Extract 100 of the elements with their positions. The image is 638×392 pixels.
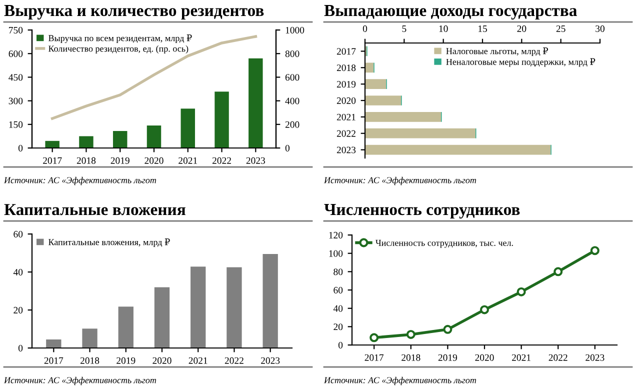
x-tick-label: 2020: [152, 357, 172, 364]
x-tick-label: 2017: [44, 357, 64, 364]
bar: [365, 96, 402, 106]
x-tick-label: 2018: [76, 157, 96, 164]
x-tick-label: 2020: [144, 157, 164, 164]
bar: [79, 136, 94, 148]
point: [516, 287, 526, 296]
y-tick-label: 450: [8, 74, 23, 81]
x-tick-label: 2017: [43, 157, 62, 164]
bar: [118, 306, 134, 348]
bar: [180, 108, 196, 148]
text: Источник: АС «Эффективность льгот: [324, 376, 476, 386]
legend-label: Количество резидентов, ед. (пр. ось): [48, 45, 188, 54]
legend-label: Капитальные вложения, млрд ₽: [48, 238, 170, 248]
x-tick-label: 2018: [402, 354, 420, 361]
x-tick-label: 2023: [261, 357, 280, 364]
x-tick-label: 2019: [110, 157, 130, 164]
y2-tick-label: 1000: [286, 26, 304, 34]
legend-label: Налоговые льготы, млрд ₽: [446, 48, 548, 56]
bar: [214, 92, 229, 148]
y2-tick-label: 600: [285, 74, 300, 81]
x-tick-label: 2019: [438, 354, 458, 361]
y-tick-label: 600: [8, 50, 23, 58]
y-tick-label: 2019: [336, 80, 356, 88]
bar: [365, 79, 386, 89]
text: Источник: АС «Эффективность льгот: [4, 176, 156, 186]
y-tick-label: 2017: [336, 48, 356, 55]
x-tick-label: 2021: [512, 354, 530, 361]
chart-title: Капитальные вложения: [4, 204, 186, 216]
y-tick-label: 2022: [336, 130, 356, 137]
bar: [112, 131, 128, 148]
x-tick-label: 2023: [246, 157, 266, 164]
point: [406, 330, 416, 339]
point: [443, 324, 452, 334]
bar: [146, 126, 162, 148]
y2-tick-label: 0: [285, 144, 290, 152]
x-tick-label: 25: [556, 25, 566, 32]
y-tick-label: 750: [9, 26, 23, 34]
y2-tick-label: 800: [285, 50, 300, 58]
bar: [82, 328, 98, 348]
bar: [45, 140, 60, 148]
y-tick-label: 0: [18, 144, 23, 152]
y-tick-label: 80: [334, 268, 343, 276]
chart-title: Выручка и количество резидентов: [4, 5, 264, 20]
legend-label: Численность сотрудников, тыс. чел.: [376, 240, 513, 248]
line-series: [50, 35, 258, 120]
legend-label: Выручка по всем резидентам, млрд ₽: [48, 34, 192, 44]
y-tick-label: 2023: [336, 146, 356, 154]
x-tick-label: 0: [362, 25, 368, 32]
y-tick-label: 20: [14, 306, 23, 314]
bar: [190, 266, 206, 348]
y-tick-label: 2020: [336, 97, 356, 104]
bar: [365, 144, 551, 155]
bar: [248, 58, 263, 148]
y-tick-label: 2021: [336, 114, 356, 120]
chart-title: Численность сотрудников: [324, 204, 520, 219]
y-tick-label: 40: [13, 268, 23, 276]
x-tick-label: 2019: [116, 357, 136, 364]
x-tick-label: 2021: [178, 157, 198, 164]
point: [480, 305, 490, 314]
y-tick-label: 300: [8, 98, 23, 104]
x-tick-label: 2020: [475, 354, 494, 361]
x-tick-label: 2022: [548, 354, 568, 361]
y-tick-label: 120: [329, 232, 343, 238]
x-tick-label: 2022: [224, 357, 244, 364]
y-tick-label: 60: [334, 286, 343, 294]
x-tick-label: 2022: [212, 157, 231, 164]
y-tick-label: 2018: [336, 64, 356, 72]
text: Источник: АС «Эффективность льгот: [324, 176, 476, 186]
x-tick-label: 2021: [188, 357, 208, 364]
point: [590, 246, 600, 256]
y2-tick-label: 400: [285, 98, 300, 104]
bar: [365, 62, 374, 73]
bar: [226, 267, 242, 348]
x-tick-label: 15: [478, 25, 487, 32]
y-tick-label: 20: [334, 324, 343, 330]
chart-title: Выпадающие доходы государства: [324, 5, 577, 20]
bar: [365, 112, 441, 122]
bar: [365, 128, 476, 138]
bar: [154, 287, 170, 348]
y-tick-label: 100: [329, 250, 343, 257]
bar: [262, 254, 278, 348]
y2-tick-label: 200: [285, 121, 300, 128]
x-tick-label: 2023: [586, 354, 604, 361]
y-tick-label: 40: [333, 305, 343, 312]
point: [370, 333, 379, 342]
y-tick-label: 60: [14, 230, 23, 238]
x-tick-label: 5: [402, 26, 406, 32]
x-tick-label: 10: [439, 25, 448, 32]
y-tick-label: 0: [338, 342, 343, 348]
x-tick-label: 30: [596, 25, 604, 32]
x-tick-label: 2017: [364, 354, 384, 361]
x-tick-label: 20: [517, 25, 526, 32]
y-tick-label: 0: [18, 344, 23, 352]
y-tick-label: 150: [9, 121, 23, 128]
bar: [46, 339, 62, 348]
point: [554, 267, 563, 276]
text: Источник: АС «Эффективность льгот: [4, 376, 156, 386]
legend-label: Неналоговые меры поддержки, млрд ₽: [446, 58, 596, 67]
x-tick-label: 2018: [80, 357, 100, 364]
